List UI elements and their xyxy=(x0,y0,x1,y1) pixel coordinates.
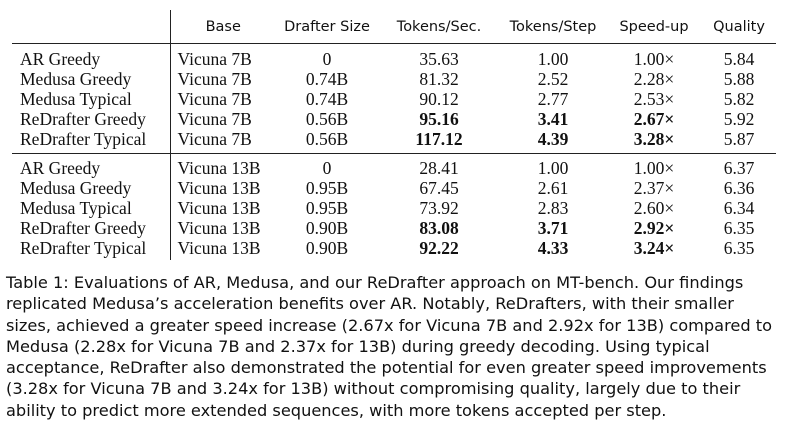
speedup-cell: 2.28× xyxy=(633,69,675,89)
speedup-cell: 2.53× xyxy=(633,89,675,109)
drafter-size-cell: 0.74B xyxy=(305,69,349,89)
base-cell: Vicuna 7B xyxy=(177,89,252,109)
method-cell: ReDrafter Typical xyxy=(12,238,171,260)
tokens-sec-cell: 92.22 xyxy=(419,238,459,258)
tokens-step-cell: 1.00 xyxy=(537,49,569,69)
quality-cell: 6.34 xyxy=(723,198,755,218)
speedup-cell: 1.00× xyxy=(633,49,675,69)
drafter-size-cell: 0 xyxy=(322,158,332,178)
base-cell: Vicuna 13B xyxy=(177,198,261,218)
quality-cell: 6.37 xyxy=(723,158,755,178)
table-row: ReDrafter Typical Vicuna 13B 0.90B 92.22… xyxy=(12,238,776,260)
method-cell: Medusa Typical xyxy=(12,198,171,218)
method-cell: Medusa Greedy xyxy=(12,69,171,89)
tokens-sec-cell: 95.16 xyxy=(419,109,459,129)
table-row: ReDrafter Greedy Vicuna 7B 0.56B 95.16 3… xyxy=(12,109,776,129)
tokens-sec-cell: 73.92 xyxy=(419,198,459,218)
table-group-vicuna-7b: AR Greedy Vicuna 7B 0 35.63 1.00 1.00× 5… xyxy=(12,43,776,154)
base-cell: Vicuna 13B xyxy=(177,178,261,198)
tokens-sec-cell: 81.32 xyxy=(419,69,459,89)
method-cell: AR Greedy xyxy=(12,43,171,69)
tokens-step-cell: 4.33 xyxy=(537,238,569,258)
table-row: Medusa Greedy Vicuna 7B 0.74B 81.32 2.52… xyxy=(12,69,776,89)
method-cell: AR Greedy xyxy=(12,153,171,178)
table-row: ReDrafter Typical Vicuna 7B 0.56B 117.12… xyxy=(12,129,776,154)
base-cell: Vicuna 7B xyxy=(170,129,276,154)
tokens-sec-cell: 90.12 xyxy=(419,89,459,109)
quality-cell: 6.36 xyxy=(723,178,755,198)
method-cell: ReDrafter Greedy xyxy=(12,109,171,129)
base-cell: Vicuna 7B xyxy=(177,49,252,69)
header-quality: Quality xyxy=(702,10,776,44)
base-cell: Vicuna 7B xyxy=(177,109,252,129)
method-cell: Medusa Greedy xyxy=(12,178,171,198)
speedup-cell: 3.28× xyxy=(606,129,702,154)
speedup-cell: 1.00× xyxy=(633,158,675,178)
tokens-step-cell: 2.83 xyxy=(537,198,569,218)
tokens-sec-cell: 67.45 xyxy=(419,178,459,198)
method-cell: Medusa Typical xyxy=(12,89,171,109)
tokens-sec-cell: 28.41 xyxy=(419,158,459,178)
tokens-step-cell: 2.77 xyxy=(537,89,569,109)
tokens-step-cell: 2.52 xyxy=(537,69,569,89)
table-row: Medusa Greedy Vicuna 13B 0.95B 67.45 2.6… xyxy=(12,178,776,198)
quality-cell: 5.82 xyxy=(723,89,755,109)
table-row: ReDrafter Greedy Vicuna 13B 0.90B 83.08 … xyxy=(12,218,776,238)
tokens-step-cell: 4.39 xyxy=(500,129,606,154)
tokens-sec-cell: 117.12 xyxy=(378,129,500,154)
tokens-sec-cell: 83.08 xyxy=(419,218,459,238)
table-header-row: Base Drafter Size Tokens/Sec. Tokens/Ste… xyxy=(12,10,776,44)
drafter-size-cell: 0.95B xyxy=(305,178,349,198)
table-row: Medusa Typical Vicuna 13B 0.95B 73.92 2.… xyxy=(12,198,776,218)
header-tokens-per-step: Tokens/Step xyxy=(500,10,606,44)
results-table: Base Drafter Size Tokens/Sec. Tokens/Ste… xyxy=(12,10,776,260)
method-cell: ReDrafter Typical xyxy=(12,129,171,154)
speedup-cell: 2.60× xyxy=(633,198,675,218)
drafter-size-cell: 0.56B xyxy=(276,129,378,154)
drafter-size-cell: 0 xyxy=(322,49,332,69)
tokens-step-cell: 1.00 xyxy=(537,158,569,178)
header-tokens-per-sec: Tokens/Sec. xyxy=(378,10,500,44)
tokens-sec-cell: 35.63 xyxy=(419,49,459,69)
table-row: AR Greedy Vicuna 13B 0 28.41 1.00 1.00× … xyxy=(12,153,776,178)
speedup-cell: 3.24× xyxy=(633,238,675,258)
drafter-size-cell: 0.74B xyxy=(305,89,349,109)
speedup-cell: 2.37× xyxy=(633,178,675,198)
quality-cell: 5.84 xyxy=(723,49,755,69)
header-drafter-size: Drafter Size xyxy=(276,10,378,44)
quality-cell: 5.92 xyxy=(723,109,755,129)
drafter-size-cell: 0.56B xyxy=(305,109,349,129)
base-cell: Vicuna 7B xyxy=(177,69,252,89)
base-cell: Vicuna 13B xyxy=(177,158,261,178)
table-row: Medusa Typical Vicuna 7B 0.74B 90.12 2.7… xyxy=(12,89,776,109)
quality-cell: 6.35 xyxy=(723,218,755,238)
method-cell: ReDrafter Greedy xyxy=(12,218,171,238)
quality-cell: 6.35 xyxy=(723,238,755,258)
speedup-cell: 2.92× xyxy=(633,218,675,238)
base-cell: Vicuna 13B xyxy=(177,218,261,238)
tokens-step-cell: 3.71 xyxy=(537,218,569,238)
table-group-vicuna-13b: AR Greedy Vicuna 13B 0 28.41 1.00 1.00× … xyxy=(12,153,776,260)
tokens-step-cell: 3.41 xyxy=(537,109,569,129)
speedup-cell: 2.67× xyxy=(633,109,675,129)
header-speed-up: Speed-up xyxy=(606,10,702,44)
tokens-step-cell: 2.61 xyxy=(537,178,569,198)
header-base: Base xyxy=(170,10,276,44)
table-caption: Table 1: Evaluations of AR, Medusa, and … xyxy=(6,273,773,420)
quality-cell: 5.88 xyxy=(723,69,755,89)
table-row: AR Greedy Vicuna 7B 0 35.63 1.00 1.00× 5… xyxy=(12,43,776,69)
base-cell: Vicuna 13B xyxy=(177,238,261,258)
header-method xyxy=(12,10,171,44)
drafter-size-cell: 0.90B xyxy=(305,218,349,238)
quality-cell: 5.87 xyxy=(702,129,776,154)
drafter-size-cell: 0.95B xyxy=(305,198,349,218)
drafter-size-cell: 0.90B xyxy=(305,238,349,258)
